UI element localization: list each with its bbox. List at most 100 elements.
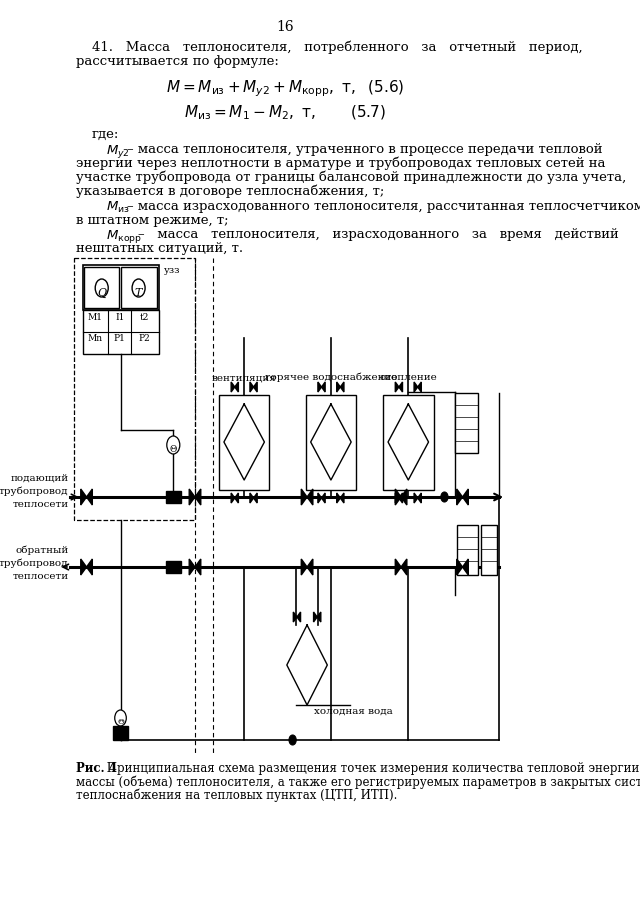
Polygon shape [293,612,297,622]
Polygon shape [418,382,421,392]
Text: P2: P2 [138,334,150,343]
Text: подающий: подающий [10,473,68,482]
Polygon shape [318,493,321,503]
Polygon shape [231,382,235,392]
Text: участке трубопровода от границы балансовой принадлежности до узла учета,: участке трубопровода от границы балансов… [76,171,626,185]
Text: трубопровод: трубопровод [0,486,68,496]
Text: Θ: Θ [170,444,177,453]
Polygon shape [337,382,340,392]
Polygon shape [463,559,468,575]
Polygon shape [401,559,407,575]
Text: теплосети: теплосети [12,571,68,580]
Polygon shape [418,493,421,503]
Polygon shape [399,382,403,392]
Circle shape [167,436,180,454]
Bar [83,310,159,354]
Polygon shape [318,382,321,392]
Bar [84,267,119,308]
Polygon shape [253,382,257,392]
Polygon shape [166,561,180,573]
Text: $\mathit{M}_{\rm корр}$: $\mathit{M}_{\rm корр}$ [106,228,142,245]
Polygon shape [396,382,399,392]
Polygon shape [86,559,92,575]
Bar [83,265,159,310]
Polygon shape [307,559,313,575]
Text: энергии через неплотности в арматуре и трубопроводах тепловых сетей на: энергии через неплотности в арматуре и т… [76,157,605,170]
Polygon shape [321,382,325,392]
Text: $\mathit{M}_{\rm из} = \mathit{M}_{1} - \mathit{M}_{2}, \rm\ т,\qquad\,(5.7)$: $\mathit{M}_{\rm из} = \mathit{M}_{1} - … [184,104,387,122]
Text: трубопровод: трубопровод [0,558,68,567]
Text: Mn: Mn [88,334,103,343]
Polygon shape [414,382,418,392]
Circle shape [289,735,296,745]
Text: где:: где: [92,128,119,141]
Bar [458,525,477,575]
Polygon shape [396,489,401,505]
Text: t2: t2 [140,313,149,322]
Bar [219,395,269,490]
Text: 41.   Масса   теплоносителя,   потребленного   за   отчетный   период,: 41. Масса теплоносителя, потребленного з… [92,40,582,53]
Polygon shape [457,489,463,505]
Text: Q: Q [97,288,106,298]
Polygon shape [337,493,340,503]
Text: указывается в договоре теплоснабжения, т;: указывается в договоре теплоснабжения, т… [76,185,384,198]
Polygon shape [401,489,407,505]
Polygon shape [235,382,238,392]
Text: горячее водоснабжение: горячее водоснабжение [265,373,397,382]
Text: 16: 16 [276,20,294,34]
Polygon shape [250,493,253,503]
Text: вентиляция: вентиляция [212,373,276,382]
Polygon shape [231,493,235,503]
Circle shape [95,279,108,297]
Polygon shape [340,493,344,503]
Text: узз: узз [164,266,180,275]
Polygon shape [189,489,195,505]
Bar [120,267,157,308]
Text: – масса теплоносителя, утраченного в процессе передачи тепловой: – масса теплоносителя, утраченного в про… [127,143,602,156]
Bar [306,395,356,490]
Text: в штатном режиме, т;: в штатном режиме, т; [76,214,228,227]
Text: – масса израсходованного теплоносителя, рассчитанная теплосчетчиком: – масса израсходованного теплоносителя, … [127,200,640,213]
Text: $\mathit{M}_{y2}$: $\mathit{M}_{y2}$ [106,143,130,160]
Circle shape [115,710,126,726]
Polygon shape [457,559,463,575]
Polygon shape [253,493,257,503]
Text: $\mathit{M} = \mathit{M}_{\rm из} + \mathit{M}_{y2} + \mathit{M}_{\rm корр}, \rm: $\mathit{M} = \mathit{M}_{\rm из} + \mat… [166,78,404,99]
Polygon shape [81,489,86,505]
Polygon shape [235,493,238,503]
Polygon shape [399,493,403,503]
Polygon shape [301,489,307,505]
Text: T: T [135,288,142,298]
Polygon shape [414,493,418,503]
Polygon shape [81,559,86,575]
Polygon shape [297,612,301,622]
Polygon shape [250,382,253,392]
Text: Рис. 4: Рис. 4 [76,762,116,775]
Text: рассчитывается по формуле:: рассчитывается по формуле: [76,55,278,68]
Bar [481,525,497,575]
Polygon shape [195,489,201,505]
Text: массы (объема) теплоносителя, а также его регистрируемых параметров в закрытых с: массы (объема) теплоносителя, а также ег… [76,775,640,788]
Polygon shape [113,726,128,740]
Text: отопление: отопление [380,373,437,382]
Text: теплоснабжения на тепловых пунктах (ЦТП, ИТП).: теплоснабжения на тепловых пунктах (ЦТП,… [76,788,397,802]
Polygon shape [307,489,313,505]
Bar [455,393,479,453]
Text: обратный: обратный [15,545,68,555]
Polygon shape [195,559,201,575]
Circle shape [441,492,448,502]
Text: $\mathit{M}_{\rm из}$: $\mathit{M}_{\rm из}$ [106,200,130,215]
Polygon shape [463,489,468,505]
Text: P1: P1 [114,334,125,343]
Text: нештатных ситуаций, т.: нештатных ситуаций, т. [76,242,243,255]
Text: Θ: Θ [117,718,124,726]
Bar [383,395,433,490]
Polygon shape [86,489,92,505]
Text: холодная вода: холодная вода [314,707,393,716]
Polygon shape [317,612,321,622]
Polygon shape [314,612,317,622]
Text: M1: M1 [88,313,102,322]
Polygon shape [301,559,307,575]
Polygon shape [321,493,325,503]
Polygon shape [189,559,195,575]
